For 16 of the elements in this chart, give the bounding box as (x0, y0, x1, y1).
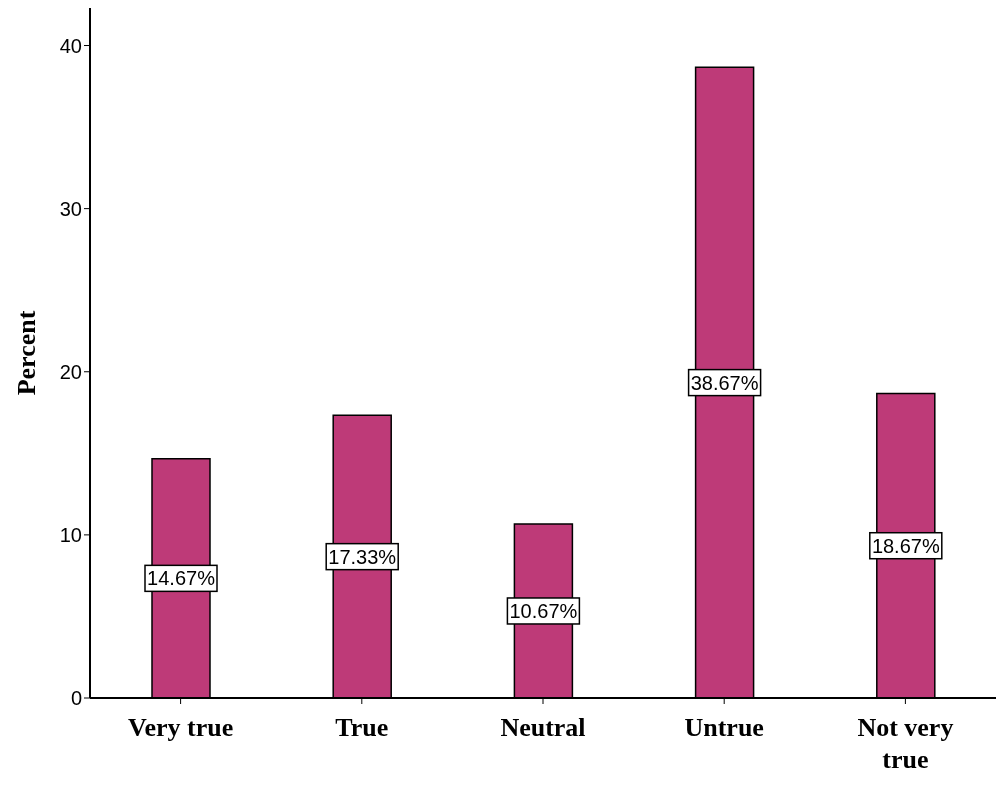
y-axis-title: Percent (12, 310, 42, 396)
data-label: 38.67% (690, 371, 759, 394)
y-tick-label: 40 (59, 34, 82, 57)
data-label: 14.67% (147, 567, 216, 590)
y-tick-label: 30 (59, 197, 82, 220)
data-label: 18.67% (871, 534, 940, 557)
x-tick-label: Not very true (857, 713, 954, 774)
data-label: 10.67% (509, 599, 578, 622)
x-tick-label: Very true (128, 713, 234, 742)
y-tick-label: 20 (59, 360, 82, 383)
x-tick-label: Neutral (500, 713, 586, 742)
x-tick-label: Untrue (684, 713, 764, 742)
x-tick-label: True (335, 713, 389, 742)
data-label: 17.33% (328, 545, 397, 568)
y-tick-label: 10 (59, 523, 82, 546)
y-tick-label: 0 (70, 687, 82, 710)
